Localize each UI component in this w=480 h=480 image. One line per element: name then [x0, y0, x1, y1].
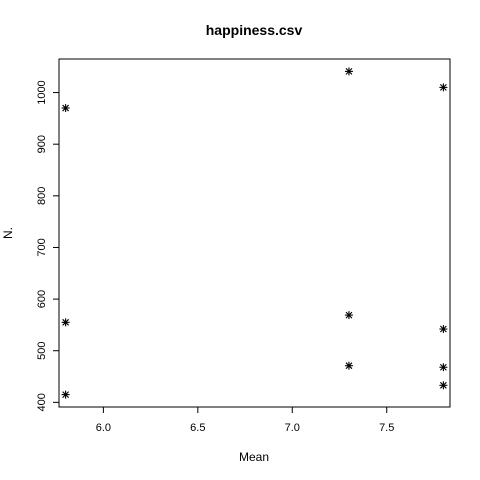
x-tick-label: 6.0: [96, 422, 111, 434]
x-tick-label: 7.5: [379, 422, 394, 434]
x-tick-label: 6.5: [190, 422, 205, 434]
data-point: [439, 83, 448, 92]
y-tick-label: 700: [36, 238, 48, 256]
y-tick-label: 900: [36, 135, 48, 153]
y-tick-label: 1000: [36, 80, 48, 104]
data-point: [439, 363, 448, 372]
y-axis-label: N.: [1, 227, 15, 239]
data-point: [344, 361, 353, 370]
data-point: [344, 311, 353, 320]
x-axis: 6.0 6.5 7.0 7.5: [96, 406, 394, 434]
x-tick-label: 7.0: [285, 422, 300, 434]
plot-frame: [58, 58, 451, 408]
y-tick-label: 400: [36, 393, 48, 411]
data-point: [439, 325, 448, 334]
data-point: [344, 67, 353, 76]
y-tick-label: 800: [36, 187, 48, 205]
data-points: [61, 67, 448, 399]
y-tick-label: 500: [36, 342, 48, 360]
data-point: [61, 390, 70, 399]
data-point: [61, 104, 70, 113]
chart-title: happiness.csv: [206, 22, 303, 38]
y-tick-label: 600: [36, 290, 48, 308]
data-point: [439, 381, 448, 390]
data-point: [61, 318, 70, 327]
x-axis-label: Mean: [239, 450, 269, 464]
y-axis: 400 500 600 700 800 900 1000: [36, 80, 60, 412]
